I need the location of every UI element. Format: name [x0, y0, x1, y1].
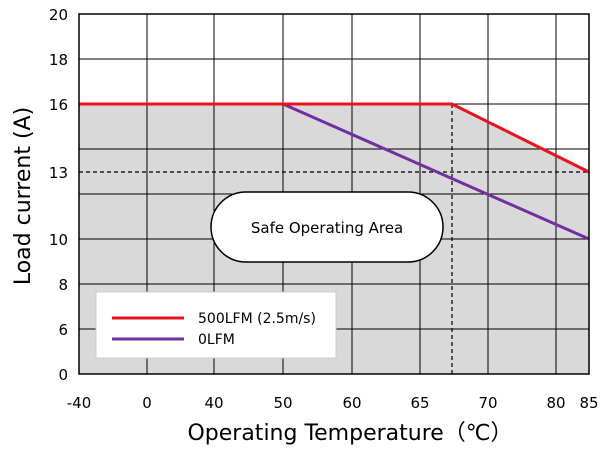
safe-area-annotation: Safe Operating Area: [210, 191, 444, 263]
legend-box: [95, 291, 337, 359]
x-tick-label: 85: [579, 394, 598, 412]
y-tick-label: 18: [49, 51, 68, 69]
series-lines: [79, 102, 590, 241]
x-axis-title: Operating Temperature（℃）: [187, 421, 512, 446]
plot-border: [78, 13, 590, 375]
y-tick-label: 20: [49, 6, 68, 24]
annotation-text: Safe Operating Area: [251, 219, 403, 237]
x-tick-label: 60: [342, 394, 361, 412]
legend: 500LFM (2.5m/s) 0LFM: [95, 291, 337, 359]
series-line-500lfm: [79, 102, 590, 174]
y-tick-label: 6: [58, 321, 68, 339]
x-tick-label: 65: [410, 394, 429, 412]
y-tick-label: 16: [49, 96, 68, 114]
y-axis-title: Load current (A): [11, 107, 36, 285]
x-tick-label: 70: [478, 394, 497, 412]
legend-label-500lfm: 500LFM (2.5m/s): [198, 311, 316, 327]
x-tick-label: 80: [546, 394, 565, 412]
y-tick-label: 0: [58, 366, 68, 384]
reference-lines: [79, 104, 589, 374]
y-tick-labels: 0 6 8 10 13 16 18 20: [49, 6, 68, 384]
annotation-box: [210, 191, 444, 263]
x-tick-label: -40: [67, 394, 92, 412]
y-tick-label: 13: [49, 164, 68, 182]
x-tick-label: 50: [273, 394, 292, 412]
y-tick-label: 10: [49, 231, 68, 249]
y-tick-label: 8: [58, 276, 68, 294]
x-tick-labels: -40 0 40 50 60 65 70 80 85: [67, 394, 599, 412]
legend-label-0lfm: 0LFM: [198, 332, 235, 348]
x-tick-label: 0: [142, 394, 152, 412]
x-tick-label: 40: [204, 394, 223, 412]
